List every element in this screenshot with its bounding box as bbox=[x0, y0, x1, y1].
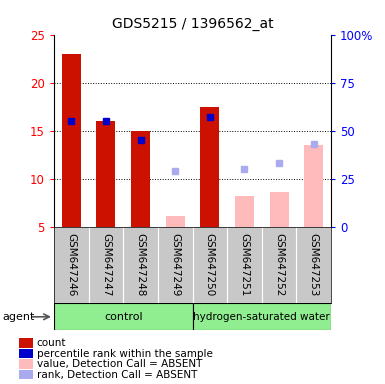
Title: GDS5215 / 1396562_at: GDS5215 / 1396562_at bbox=[112, 17, 273, 31]
Text: agent: agent bbox=[2, 312, 34, 322]
Text: value, Detection Call = ABSENT: value, Detection Call = ABSENT bbox=[37, 359, 202, 369]
Bar bbox=[166, 216, 185, 227]
Text: GSM647253: GSM647253 bbox=[309, 233, 319, 296]
Text: GSM647248: GSM647248 bbox=[136, 233, 146, 296]
Bar bbox=[96, 121, 116, 227]
Text: GSM647246: GSM647246 bbox=[66, 233, 76, 296]
Text: control: control bbox=[104, 312, 142, 322]
Bar bbox=[131, 131, 150, 227]
Bar bbox=[192, 303, 331, 330]
Bar bbox=[235, 196, 254, 227]
Text: GSM647250: GSM647250 bbox=[205, 233, 215, 296]
Text: rank, Detection Call = ABSENT: rank, Detection Call = ABSENT bbox=[37, 370, 197, 380]
Text: GSM647249: GSM647249 bbox=[170, 233, 180, 296]
Text: percentile rank within the sample: percentile rank within the sample bbox=[37, 349, 213, 359]
Text: GSM647252: GSM647252 bbox=[274, 233, 284, 296]
Bar bbox=[62, 54, 81, 227]
Text: GSM647251: GSM647251 bbox=[239, 233, 249, 296]
Bar bbox=[54, 303, 192, 330]
Bar bbox=[270, 192, 289, 227]
Text: GSM647247: GSM647247 bbox=[101, 233, 111, 296]
Bar bbox=[200, 107, 219, 227]
Bar bbox=[304, 145, 323, 227]
Text: hydrogen-saturated water: hydrogen-saturated water bbox=[193, 312, 330, 322]
Text: count: count bbox=[37, 338, 66, 348]
